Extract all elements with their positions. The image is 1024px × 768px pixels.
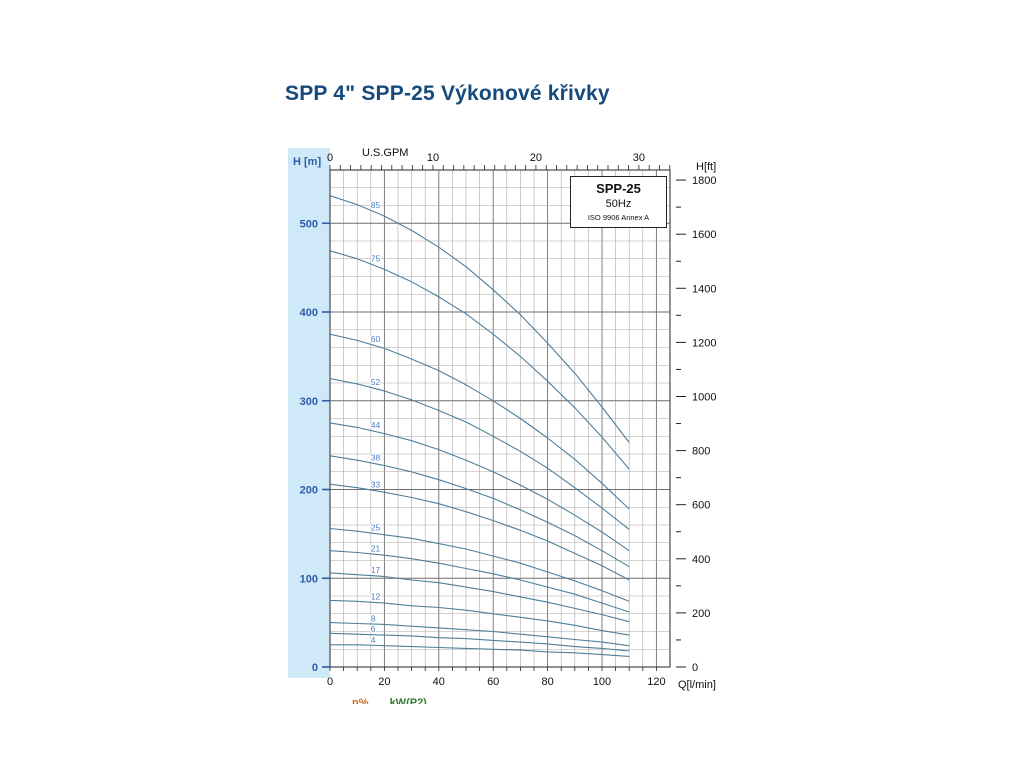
svg-text:6: 6 [371, 624, 376, 634]
left-axis-unit-label: H [m] [293, 156, 322, 168]
svg-text:21: 21 [371, 543, 381, 553]
svg-text:4: 4 [371, 635, 376, 645]
svg-text:80: 80 [541, 676, 553, 688]
page-title: SPP 4" SPP-25 Výkonové křivky [285, 82, 610, 105]
svg-text:0: 0 [327, 152, 333, 164]
svg-text:38: 38 [371, 452, 381, 462]
svg-text:8: 8 [371, 613, 376, 623]
svg-text:300: 300 [300, 396, 318, 408]
svg-text:75: 75 [371, 254, 381, 264]
efficiency-legend-label: η% [352, 697, 369, 704]
info-frequency: 50Hz [605, 198, 632, 210]
info-model: SPP-25 [596, 181, 641, 196]
plot-area: 0 10 20 300 20 40 60 80 100 120010020030040050002… [300, 152, 717, 688]
svg-text:100: 100 [300, 573, 318, 585]
svg-text:1800: 1800 [692, 175, 716, 187]
svg-text:100: 100 [593, 676, 611, 688]
svg-text:200: 200 [300, 485, 318, 497]
svg-text:17: 17 [371, 565, 381, 575]
info-standard: ISO 9906 Annex A [587, 213, 650, 222]
right-axis-unit-label: H[ft] [696, 161, 717, 173]
svg-text:0: 0 [312, 662, 318, 674]
chart-info-box: SPP-25 50Hz ISO 9906 Annex A [570, 176, 667, 228]
svg-text:20: 20 [530, 152, 542, 164]
svg-text:44: 44 [371, 420, 381, 430]
svg-text:25: 25 [371, 522, 381, 532]
svg-text:200: 200 [692, 608, 710, 620]
svg-text:400: 400 [300, 307, 318, 319]
svg-text:1200: 1200 [692, 337, 716, 349]
svg-text:600: 600 [692, 500, 710, 512]
power-legend-label: kW(P2) [389, 697, 427, 704]
svg-text:0: 0 [327, 676, 333, 688]
svg-text:1600: 1600 [692, 229, 716, 241]
svg-text:60: 60 [371, 334, 381, 344]
svg-text:500: 500 [300, 218, 318, 230]
top-axis-unit-label: U.S.GPM [362, 147, 409, 159]
svg-text:52: 52 [371, 377, 381, 387]
svg-text:10: 10 [427, 152, 439, 164]
svg-text:33: 33 [371, 479, 381, 489]
svg-text:12: 12 [371, 592, 381, 602]
clipped-legend: η% kW(P2) [352, 697, 427, 704]
bottom-axis-unit-label: Q[l/min] [678, 679, 716, 691]
svg-text:120: 120 [647, 676, 665, 688]
svg-text:800: 800 [692, 446, 710, 458]
svg-text:1400: 1400 [692, 283, 716, 295]
svg-text:40: 40 [433, 676, 445, 688]
svg-text:1000: 1000 [692, 391, 716, 403]
svg-text:85: 85 [371, 200, 381, 210]
svg-text:30: 30 [633, 152, 645, 164]
svg-text:400: 400 [692, 554, 710, 566]
svg-text:60: 60 [487, 676, 499, 688]
svg-text:0: 0 [692, 662, 698, 674]
left-axis-band: H [m] [288, 148, 330, 678]
svg-text:20: 20 [378, 676, 390, 688]
